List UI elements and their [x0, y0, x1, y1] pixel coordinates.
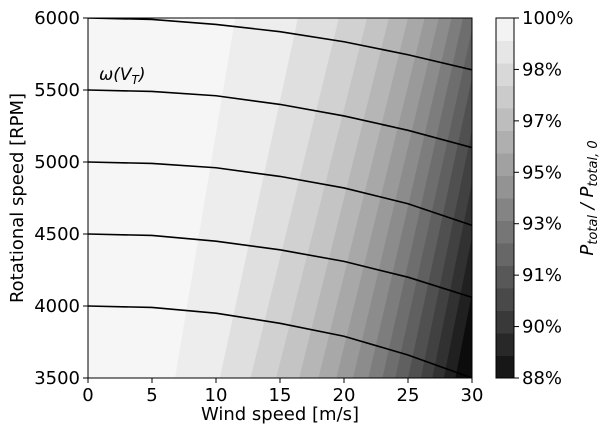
x-tick-label: 10: [205, 385, 228, 406]
y-tick-label: 5500: [34, 80, 80, 101]
colorbar-tick-label: 93%: [522, 214, 562, 235]
x-axis-ticks: 0 5 10 15 20 25 30: [82, 378, 483, 406]
contour-fill: [88, 18, 472, 378]
colorbar-step: [496, 175, 514, 199]
colorbar-tick-label: 97%: [522, 111, 562, 132]
colorbar-step: [496, 220, 514, 244]
contour-band-15: [455, 292, 472, 378]
colorbar-step: [496, 85, 514, 109]
x-tick-label: 30: [461, 385, 484, 406]
colorbar-step: [496, 265, 514, 289]
x-tick-label: 20: [333, 385, 356, 406]
curve-label: ω(VT): [99, 65, 145, 87]
y-tick-label: 4500: [34, 224, 80, 245]
colorbar: [496, 18, 514, 379]
colorbar-tick-label: 100%: [522, 8, 573, 29]
rpm-curve-5500: [88, 89, 472, 149]
colorbar-step: [496, 355, 514, 379]
x-tick-label: 5: [146, 385, 157, 406]
colorbar-tick-label: 88%: [522, 368, 562, 389]
colorbar-step: [496, 63, 514, 86]
y-tick-label: 6000: [34, 8, 80, 29]
y-tick-label: 5000: [34, 152, 80, 173]
colorbar-step: [496, 18, 514, 41]
x-axis-label: Wind speed [m/s]: [201, 404, 359, 425]
y-axis-label: Rotational speed [RPM]: [7, 93, 28, 303]
colorbar-tick-label: 98%: [522, 59, 562, 80]
colorbar-ticks: 88% 90% 91% 93% 95% 97% 98% 100%: [514, 8, 573, 389]
colorbar-step: [496, 310, 514, 334]
colorbar-tick-label: 90%: [522, 317, 562, 338]
colorbar-tick-label: 95%: [522, 162, 562, 183]
colorbar-step: [496, 130, 514, 154]
colorbar-step: [496, 288, 514, 311]
colorbar-step: [496, 243, 514, 266]
x-tick-label: 15: [269, 385, 292, 406]
colorbar-step: [496, 198, 514, 221]
rpm-curve-6000: [88, 18, 472, 71]
rpm-curve-4000: [88, 305, 472, 378]
colorbar-step: [496, 108, 514, 131]
y-axis-ticks: 3500 4000 4500 5000 5500 6000: [34, 8, 88, 389]
rpm-curve-4500: [88, 233, 472, 299]
colorbar-step: [496, 153, 514, 176]
x-tick-label: 0: [82, 385, 93, 406]
colorbar-step: [496, 333, 514, 356]
colorbar-tick-label: 91%: [522, 265, 562, 286]
colorbar-frame: [495, 17, 515, 379]
colorbar-label: Ptotal / Ptotal, 0: [577, 140, 600, 255]
x-tick-label: 25: [397, 385, 420, 406]
rpm-curve-5000: [88, 161, 472, 227]
colorbar-step: [496, 40, 514, 64]
rpm-curves: [88, 18, 472, 378]
y-tick-label: 3500: [34, 368, 80, 389]
y-tick-label: 4000: [34, 296, 80, 317]
